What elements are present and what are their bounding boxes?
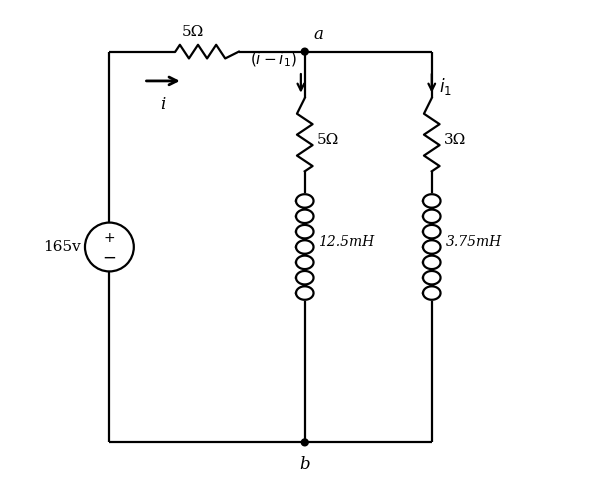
Circle shape — [301, 48, 308, 55]
Text: 5Ω: 5Ω — [181, 25, 204, 40]
Text: 165v: 165v — [43, 240, 81, 254]
Text: i: i — [160, 95, 166, 113]
Text: 5Ω: 5Ω — [317, 132, 339, 147]
Text: −: − — [103, 249, 116, 267]
Circle shape — [301, 439, 308, 446]
Text: 12.5mH: 12.5mH — [319, 235, 375, 249]
Text: +: + — [104, 231, 115, 245]
Text: 3Ω: 3Ω — [444, 132, 466, 147]
Text: $i_1$: $i_1$ — [439, 76, 452, 97]
Text: 3.75mH: 3.75mH — [445, 235, 502, 249]
Text: $(i - i_1)$: $(i - i_1)$ — [250, 50, 297, 69]
Text: b: b — [300, 456, 310, 473]
Text: a: a — [313, 26, 323, 43]
